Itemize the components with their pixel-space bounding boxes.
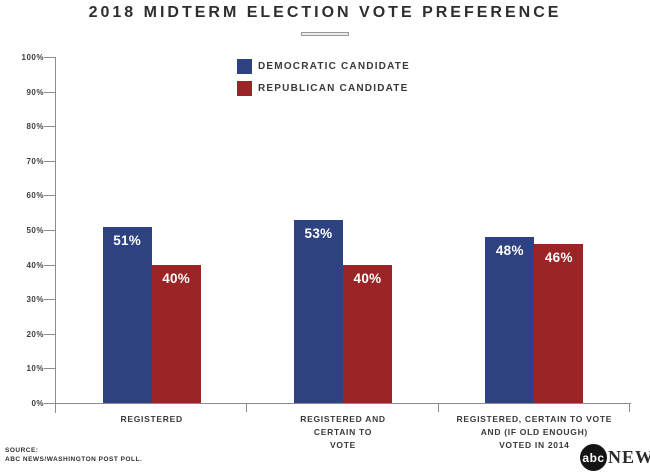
republican-swatch-icon [237,80,252,96]
y-axis-tick [44,91,55,93]
y-axis-tick [44,160,55,162]
y-axis-tick-label: 70% [26,156,44,166]
y-axis-tick-label: 30% [26,295,44,305]
y-axis-tick-label: 100% [21,53,44,62]
bar-value-label: 40% [162,270,191,286]
category-label-line: REGISTERED AND [300,414,386,424]
y-axis-tick [44,368,55,370]
abc-logo-text: abc [582,450,605,465]
legend-item-republican: REPUBLICAN CANDIDATE [237,77,410,99]
x-axis [55,403,631,404]
bar-value-label: 51% [113,232,142,248]
y-axis-tick [44,126,55,128]
y-axis-tick-label: 40% [26,260,44,270]
y-axis-tick-label: 60% [26,191,44,201]
category-label-line: CERTAIN TO [313,427,373,437]
x-axis-tick [55,403,56,412]
bar-value-label: 40% [353,270,382,286]
category-label: REGISTERED, CERTAIN TO VOTE AND (IF OLD E… [434,413,634,452]
source-line1: SOURCE: [5,447,39,454]
legend: DEMOCRATIC CANDIDATE REPUBLICAN CANDIDAT… [237,55,410,99]
source-note: SOURCE: ABC NEWS/WASHINGTON POST POLL. [5,446,142,464]
chart-title: 2018 MIDTERM ELECTION VOTE PREFERENCE [88,4,562,21]
abc-news-logo: abc NEWS [580,444,650,471]
category-label-line: REGISTERED, CERTAIN TO VOTE [456,414,613,424]
y-axis-tick [44,403,55,404]
bar-value-label: 53% [304,225,333,241]
abc-logo-icon: abc [580,444,607,471]
plot-area: 100% 90% 80% 70% 60% 50% 40% 30% 20% 10% 0% 51% 53% 4… [22,53,631,450]
y-axis-tick-label: 90% [26,87,44,97]
democratic-bar: 53% [294,219,343,403]
x-axis-tick [246,403,248,412]
y-axis-tick-label: 80% [26,122,44,132]
y-axis-tick-label: 0% [31,399,44,408]
x-axis-tick [629,403,630,412]
y-axis [55,57,56,413]
x-axis-tick [437,403,439,412]
y-axis-tick-label: 20% [26,329,44,339]
legend-item-democratic: DEMOCRATIC CANDIDATE [237,55,410,77]
y-axis-tick [44,57,55,58]
legend-label-republican: REPUBLICAN CANDIDATE [258,82,409,94]
y-axis-tick [44,333,55,335]
republican-bar: 46% [534,243,584,403]
title-divider [301,32,349,36]
bar-value-label: 46% [544,249,573,265]
y-axis-tick [44,299,55,301]
category-label: REGISTERED AND CERTAIN TO VOTE [243,413,443,452]
democratic-swatch-icon [237,58,252,74]
category-label-line: REGISTERED [120,414,183,424]
republican-bar: 40% [343,264,392,403]
y-axis-tick [44,195,55,197]
democratic-bar: 51% [102,226,152,403]
y-axis-tick-label: 10% [26,364,44,374]
source-line2: ABC NEWS/WASHINGTON POST POLL. [5,456,143,463]
y-axis-tick [44,264,55,266]
y-axis-tick [44,230,55,231]
y-axis-tick-label: 50% [26,226,44,235]
legend-label-democratic: DEMOCRATIC CANDIDATE [258,60,410,72]
category-label-line: AND (IF OLD ENOUGH) [480,427,588,437]
category-label-line: VOTED IN 2014 [499,440,570,450]
republican-bar: 40% [151,264,201,403]
category-label-line: VOTE [330,440,356,450]
democratic-bar: 48% [485,236,535,403]
bar-value-label: 48% [495,242,524,258]
category-label: REGISTERED [52,413,252,426]
news-logo-text: NEWS [608,447,650,467]
